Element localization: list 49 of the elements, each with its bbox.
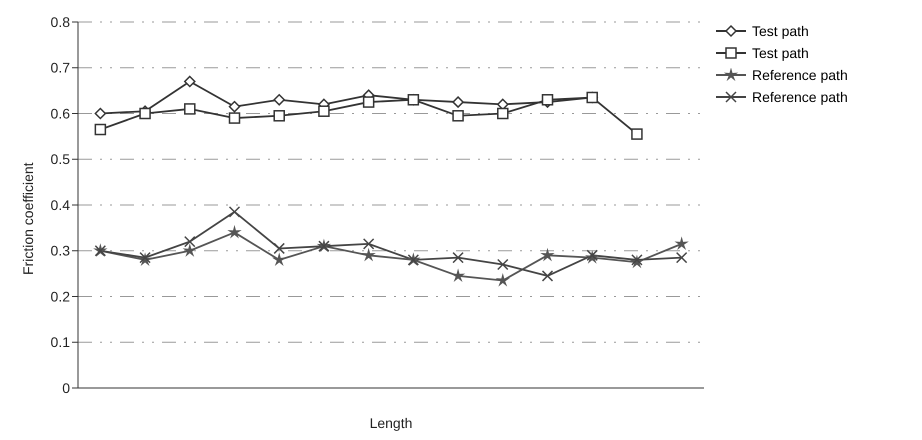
point [228, 226, 241, 238]
point [228, 100, 240, 112]
point [497, 258, 509, 270]
point [631, 128, 643, 140]
point [542, 270, 554, 282]
y-tick-label: 0.6 [50, 105, 70, 122]
point [273, 110, 285, 122]
point [452, 252, 464, 264]
point [273, 254, 286, 266]
point [94, 124, 106, 136]
point [362, 96, 374, 108]
y-tick-label: 0.7 [50, 60, 70, 76]
point [184, 244, 196, 256]
y-tick-label: 0 [62, 380, 70, 396]
point [541, 248, 554, 261]
point [452, 96, 464, 108]
y-tick-label: 0.2 [50, 288, 70, 304]
x-axis-title: Length [370, 415, 412, 431]
legend-label: Reference path [752, 89, 848, 105]
point [452, 110, 464, 122]
point [542, 94, 554, 106]
point [362, 238, 374, 250]
y-tick-label: 0.1 [50, 334, 70, 350]
y-tick-label: 0.3 [50, 242, 70, 259]
point [228, 112, 240, 124]
legend-label: Reference path [752, 67, 848, 83]
point [408, 94, 420, 106]
point [318, 105, 330, 117]
legend-label: Test path [752, 23, 809, 39]
point [184, 76, 196, 88]
point [273, 94, 285, 106]
point [586, 92, 598, 104]
point [362, 248, 375, 261]
y-tick-label: 0.5 [50, 151, 70, 168]
y-tick-label: 0.8 [50, 14, 70, 30]
point [184, 103, 196, 115]
point [452, 270, 464, 282]
y-tick-label: 0.4 [50, 196, 70, 213]
point [676, 252, 688, 264]
point [228, 206, 240, 218]
point [139, 108, 151, 120]
point [496, 274, 509, 286]
legend-label: Test path [752, 45, 809, 61]
point [184, 236, 196, 248]
y-axis-title: Friction coefficient [20, 162, 36, 275]
point [676, 237, 688, 250]
point [497, 108, 509, 120]
point [94, 108, 106, 120]
point [273, 242, 285, 254]
